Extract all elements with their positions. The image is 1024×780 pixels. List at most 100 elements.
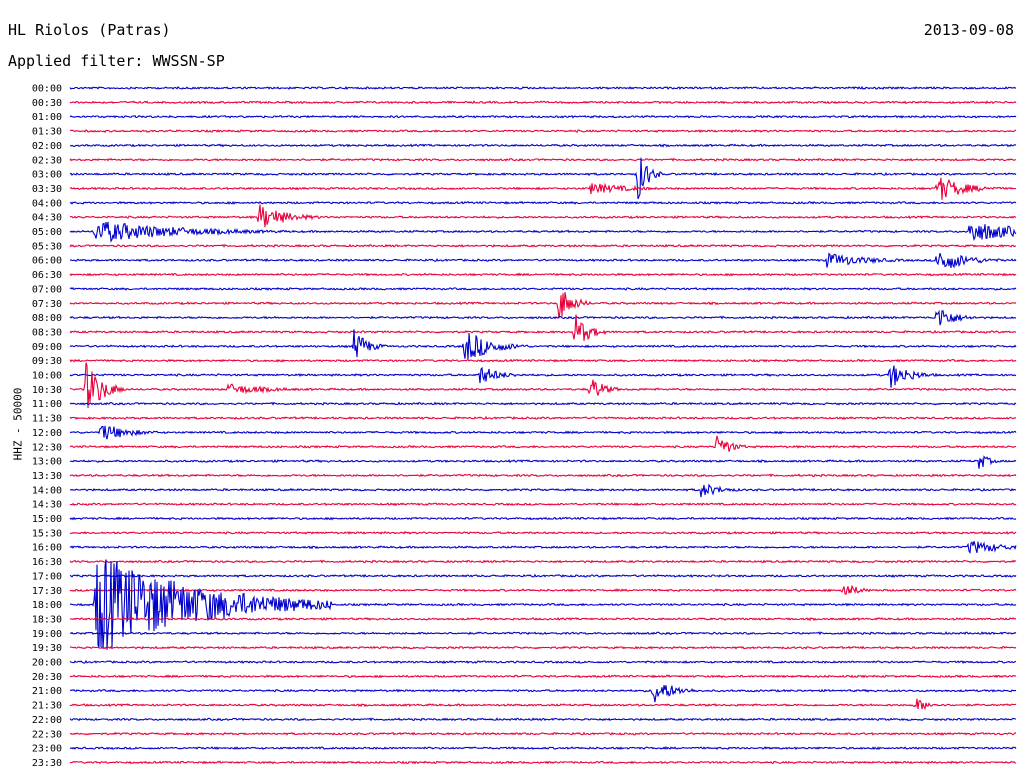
trace-row-0500	[69, 221, 1017, 243]
row-label-2030: 20:30	[32, 672, 62, 683]
row-label-2130: 21:30	[32, 701, 62, 712]
trace-row-2330	[69, 760, 1017, 765]
row-label-0800: 08:00	[32, 313, 62, 324]
trace-row-1900	[69, 631, 1017, 636]
trace-row-1400	[70, 483, 1017, 498]
row-label-1330: 13:30	[32, 471, 62, 482]
trace-row-1330	[69, 473, 1017, 478]
row-label-0500: 05:00	[32, 227, 62, 238]
row-label-1930: 19:30	[32, 643, 62, 654]
record-date: 2013-09-08	[923, 21, 1014, 39]
row-label-1030: 10:30	[32, 385, 62, 396]
trace-row-2230	[70, 731, 1017, 736]
row-label-0430: 04:30	[32, 213, 62, 224]
row-label-0230: 02:30	[32, 155, 62, 166]
trace-row-0300	[69, 157, 1017, 200]
row-label-1400: 14:00	[32, 485, 62, 496]
row-label-0930: 09:30	[32, 356, 62, 367]
trace-row-1100	[69, 401, 1017, 406]
trace-row-0900	[69, 329, 1017, 360]
row-label-0030: 00:30	[32, 98, 62, 109]
row-label-0300: 03:00	[32, 170, 62, 181]
row-label-2200: 22:00	[32, 715, 62, 726]
trace-row-1730	[69, 585, 1017, 596]
trace-row-0400	[69, 200, 1017, 205]
trace-row-1530	[69, 530, 1017, 535]
row-label-2330: 23:30	[32, 758, 62, 769]
trace-row-1200	[69, 425, 1017, 440]
trace-row-0330	[69, 177, 1017, 200]
trace-row-0000	[69, 85, 1017, 91]
seismic-traces	[69, 85, 1017, 765]
row-label-0100: 01:00	[32, 112, 62, 123]
row-label-1600: 16:00	[32, 543, 62, 554]
trace-row-1500	[69, 516, 1017, 521]
row-label-2230: 22:30	[32, 729, 62, 740]
trace-row-0930	[69, 358, 1017, 363]
applied-filter: Applied filter: WWSSN-SP	[8, 52, 225, 70]
row-label-1130: 11:30	[32, 414, 62, 425]
row-label-2100: 21:00	[32, 686, 62, 697]
row-label-0600: 06:00	[32, 256, 62, 267]
trace-row-1700	[69, 573, 1017, 578]
trace-row-2130	[69, 698, 1017, 711]
row-label-1230: 12:30	[32, 442, 62, 453]
row-label-0330: 03:30	[32, 184, 62, 195]
row-label-1200: 12:00	[32, 428, 62, 439]
row-label-0700: 07:00	[32, 284, 62, 295]
trace-row-2100	[69, 684, 1017, 703]
trace-row-0830	[69, 314, 1017, 341]
trace-row-1130	[69, 415, 1017, 421]
row-label-0900: 09:00	[32, 342, 62, 353]
trace-row-0730	[69, 292, 1017, 319]
trace-row-0200	[69, 143, 1017, 148]
row-label-0000: 00:00	[32, 84, 62, 95]
trace-row-1000	[69, 365, 1017, 388]
trace-row-2000	[69, 659, 1017, 664]
trace-row-0700	[69, 286, 1017, 291]
trace-row-0530	[69, 243, 1017, 248]
trace-row-0030	[69, 100, 1017, 105]
trace-row-1930	[69, 645, 1017, 650]
trace-row-1630	[69, 559, 1017, 564]
row-label-0830: 08:30	[32, 327, 62, 338]
trace-row-2300	[69, 746, 1017, 751]
row-label-0630: 06:30	[32, 270, 62, 281]
trace-row-1030	[69, 362, 1017, 409]
row-label-1000: 10:00	[32, 371, 62, 382]
trace-row-0100	[69, 114, 1017, 119]
row-label-0130: 01:30	[32, 127, 62, 138]
row-label-1100: 11:00	[32, 399, 62, 410]
row-label-1530: 15:30	[32, 528, 62, 539]
row-labels: 00:00 00:30 01:00 01:30 02:00 02:30 03:00 03:30…	[32, 84, 62, 769]
trace-row-1600	[69, 541, 1017, 555]
trace-row-0630	[69, 272, 1017, 277]
trace-row-1300	[69, 455, 1017, 469]
trace-row-1430	[69, 502, 1017, 507]
trace-row-0430	[69, 204, 1017, 228]
trace-row-0600	[69, 252, 1017, 269]
trace-row-0230	[69, 157, 1017, 162]
row-label-1430: 14:30	[32, 500, 62, 511]
row-label-0530: 05:30	[32, 241, 62, 252]
trace-row-0130	[69, 129, 1016, 134]
row-label-0730: 07:30	[32, 299, 62, 310]
row-label-0200: 02:00	[32, 141, 62, 152]
trace-row-1800	[69, 559, 1017, 650]
station-title: HL Riolos (Patras)	[8, 21, 171, 39]
row-label-1900: 19:00	[32, 629, 62, 640]
trace-row-1830	[69, 616, 1017, 622]
row-label-1500: 15:00	[32, 514, 62, 525]
row-label-2000: 20:00	[32, 658, 62, 669]
trace-row-1230	[69, 435, 1017, 452]
row-label-1800: 18:00	[32, 600, 62, 611]
trace-row-2200	[69, 717, 1017, 722]
row-label-1630: 16:30	[32, 557, 62, 568]
row-label-1730: 17:30	[32, 586, 62, 597]
row-label-0400: 04:00	[32, 198, 62, 209]
row-label-1700: 17:00	[32, 571, 62, 582]
row-label-1300: 13:00	[32, 457, 62, 468]
trace-row-0800	[69, 309, 1017, 326]
row-label-1830: 18:30	[32, 614, 62, 625]
